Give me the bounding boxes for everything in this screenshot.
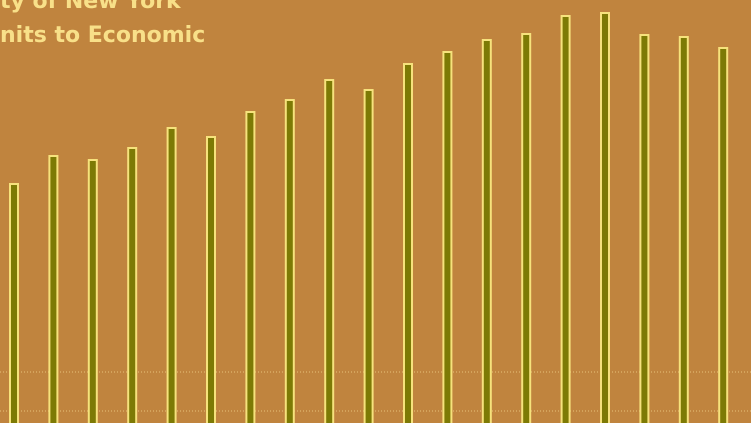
bar xyxy=(718,47,729,423)
bar xyxy=(87,159,98,423)
bar xyxy=(284,99,295,423)
bar xyxy=(521,33,532,423)
bar xyxy=(403,63,413,423)
bar xyxy=(600,12,610,423)
bar xyxy=(442,51,453,423)
bar xyxy=(9,183,19,423)
bar xyxy=(324,79,335,423)
bar xyxy=(363,89,374,423)
bar xyxy=(639,34,650,423)
bar xyxy=(48,155,59,423)
bar xyxy=(245,111,256,423)
bars xyxy=(9,12,729,423)
bar xyxy=(166,127,177,423)
bar xyxy=(560,15,571,423)
bar xyxy=(127,147,138,423)
bar xyxy=(481,39,492,423)
bar xyxy=(678,36,689,423)
chart-title: ty of New York xyxy=(0,0,182,14)
bar xyxy=(206,136,216,423)
chart-title: nits to Economic xyxy=(0,23,205,48)
